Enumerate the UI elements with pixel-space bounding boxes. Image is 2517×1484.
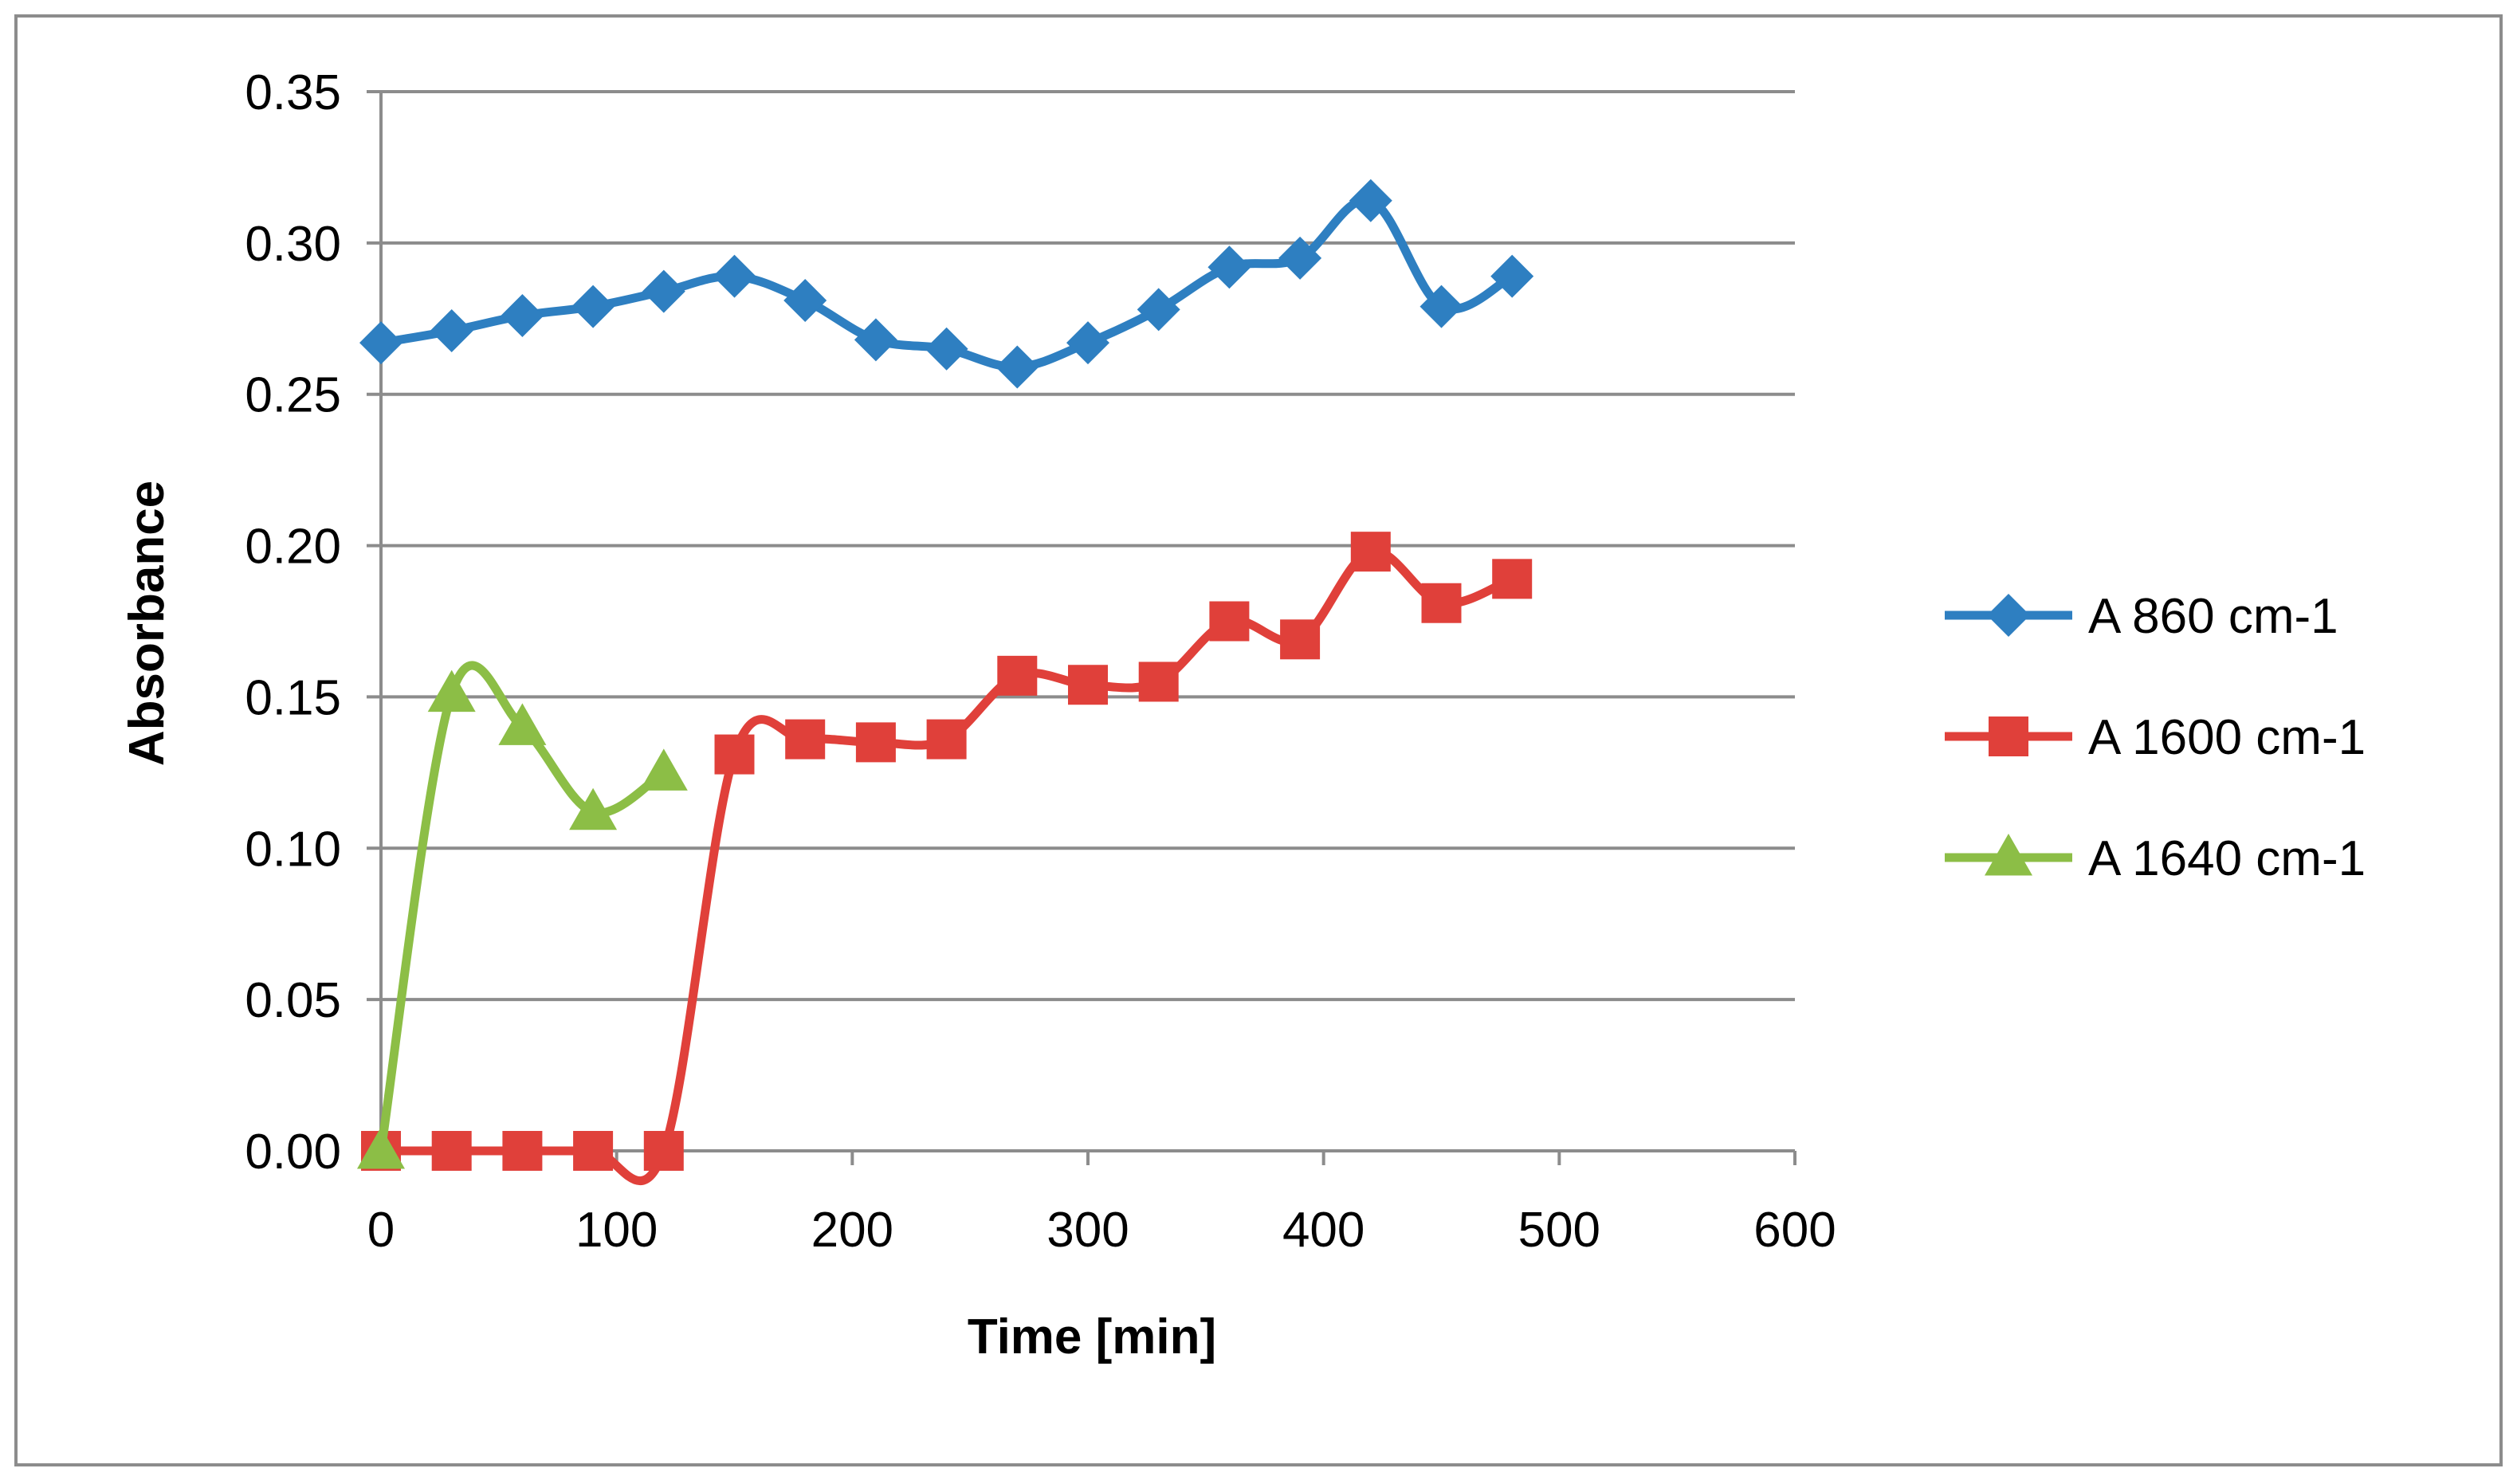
x-axis-title: Time [min] (968, 1309, 1216, 1364)
data-point (1209, 601, 1250, 642)
data-point (1419, 285, 1463, 328)
data-point (643, 1131, 684, 1171)
y-tick-label: 0.00 (245, 1125, 341, 1180)
legend-entry: A 860 cm-1 (1945, 589, 2338, 644)
chart-border (14, 14, 2503, 1466)
data-point (359, 321, 402, 365)
data-point (1349, 179, 1392, 222)
legend-label: A 1600 cm-1 (2088, 710, 2366, 765)
data-point (855, 722, 896, 763)
data-point (639, 748, 688, 791)
data-point (1492, 559, 1533, 599)
legend-entry: A 1600 cm-1 (1945, 710, 2366, 765)
data-point (357, 1127, 405, 1169)
y-tick-label: 0.30 (245, 217, 341, 272)
data-point (573, 1131, 614, 1171)
data-point (1138, 662, 1179, 702)
data-point (1490, 254, 1534, 298)
data-point (431, 1131, 472, 1171)
data-point (783, 279, 827, 323)
data-point (995, 345, 1039, 389)
data-point (714, 734, 755, 775)
data-point (854, 318, 897, 362)
data-point (925, 327, 968, 371)
y-tick-label: 0.35 (245, 65, 341, 120)
data-point (1278, 236, 1322, 280)
y-tick-label: 0.05 (245, 973, 341, 1028)
x-tick-label: 100 (575, 1203, 658, 1258)
data-point (1068, 665, 1108, 705)
data-point (926, 719, 967, 760)
y-tick-label: 0.15 (245, 670, 341, 725)
data-point (571, 285, 615, 328)
data-point (1421, 583, 1462, 623)
x-tick-label: 500 (1518, 1203, 1600, 1258)
y-tick-label: 0.20 (245, 520, 341, 575)
legend-label: A 860 cm-1 (2088, 589, 2338, 644)
data-point (1280, 619, 1321, 660)
data-point (785, 719, 826, 760)
legend-marker (1989, 716, 2028, 756)
legend-marker (1987, 594, 2030, 637)
data-point (1350, 532, 1391, 572)
data-point (502, 1131, 543, 1171)
y-tick-label: 0.25 (245, 368, 341, 423)
data-point (642, 269, 685, 313)
legend-entry: A 1640 cm-1 (1945, 831, 2366, 886)
data-point (427, 669, 476, 713)
x-tick-label: 200 (811, 1203, 893, 1258)
series-a-1640-cm-1 (357, 661, 688, 1169)
x-tick-label: 300 (1046, 1203, 1129, 1258)
data-point (569, 787, 618, 830)
x-tick-label: 600 (1753, 1203, 1836, 1258)
x-tick-label: 0 (367, 1203, 395, 1258)
data-point (430, 308, 473, 352)
x-tick-label: 400 (1282, 1203, 1365, 1258)
data-point (1066, 321, 1109, 365)
data-point (501, 293, 544, 337)
data-point (1207, 245, 1251, 289)
series-a-860-cm-1 (359, 179, 1534, 389)
y-axis-title: Absorbance (120, 481, 175, 766)
data-point (997, 655, 1038, 696)
y-tick-label: 0.10 (245, 822, 341, 877)
legend-marker (1985, 834, 2032, 876)
legend-label: A 1640 cm-1 (2088, 831, 2366, 886)
data-point (498, 703, 547, 745)
data-point (1137, 288, 1180, 332)
data-point (713, 254, 756, 298)
